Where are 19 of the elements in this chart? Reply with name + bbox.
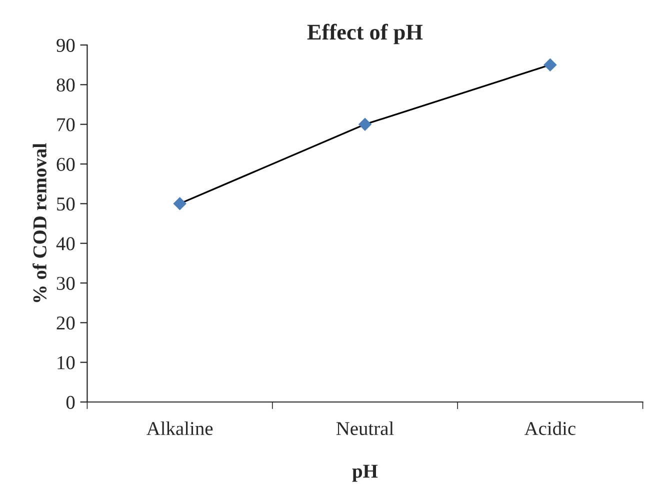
- point: [358, 118, 372, 131]
- y-tick-label: 90: [56, 38, 75, 52]
- y-tick-label: 50: [57, 197, 75, 211]
- y-tick-label: 40: [56, 237, 75, 250]
- y-tick-label: 10: [58, 356, 75, 370]
- x-tick-label: Acidic: [524, 421, 576, 436]
- point: [544, 58, 557, 72]
- y-tick-label: 80: [56, 78, 75, 92]
- y-axis-title: % of COD removal: [32, 143, 47, 302]
- x-tick-label: Neutral: [336, 421, 394, 436]
- y-tick-label: 60: [56, 158, 75, 171]
- y-tick-label: 70: [57, 118, 75, 132]
- y-tick-label: 30: [56, 276, 75, 290]
- chart-title: Effect of pH: [307, 24, 423, 44]
- x-tick-label: Alkaline: [146, 421, 213, 436]
- x-axis-title: pH: [352, 464, 378, 482]
- y-tick-label: 20: [56, 316, 75, 330]
- point: [173, 197, 186, 210]
- y-tick-label: 0: [66, 396, 75, 409]
